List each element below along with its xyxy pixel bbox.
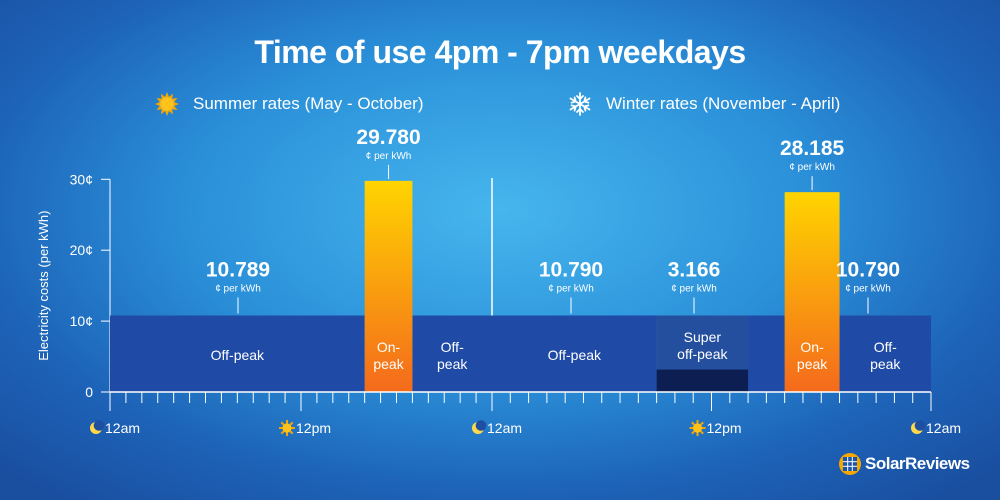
unit-label: ¢ per kWh [366,151,412,162]
onpeak-bar [784,192,840,392]
superoff-label-line2: off-peak [677,346,728,362]
x-tick-label: 12pm [707,420,742,436]
legend-summer-label: Summer rates (May - October) [193,94,424,113]
sun-ray [702,427,706,429]
value-label: 3.166 [668,258,721,281]
unit-label: ¢ per kWh [215,284,261,295]
y-tick-label: 0 [85,384,93,400]
sun-ray [691,430,696,435]
sun-disc [282,423,292,433]
unit-label: ¢ per kWh [671,283,717,294]
sun-icon [155,92,179,116]
sun-ray [280,430,285,435]
moon-shadow [93,420,105,431]
onpeak-label-line2: peak [373,356,404,372]
moon-icon [911,420,926,434]
unit-label: ¢ per kWh [845,283,891,294]
sun-ray [286,420,288,424]
moon-icon [472,420,487,434]
sun-ray [280,421,285,426]
offpeak-label: Off-peak [211,347,265,363]
sun-ray [289,421,294,426]
sun-ray [691,421,696,426]
legend-winter: Winter rates (November - April) [568,92,840,116]
sun-ray [696,420,699,424]
x-tick-label: 12am [105,420,140,436]
sun-ray [279,427,283,429]
offpeak-label-line1: Off- [874,339,897,355]
sun-ray [689,427,693,429]
offpeak-label-line2: peak [437,356,468,372]
offpeak-bar [839,315,931,392]
value-label: 28.185 [780,137,845,160]
offpeak-bar [110,315,365,392]
unit-label: ¢ per kWh [789,162,835,173]
onpeak-bar [364,180,413,392]
y-axis-label: Electricity costs (per kWh) [36,211,51,361]
sun-ray [699,430,704,435]
sun-ray [291,427,295,429]
offpeak-label-line1: Off- [441,339,464,355]
sun-disc [692,423,703,433]
sun-icon [689,420,706,436]
value-label: 10.790 [836,258,900,281]
onpeak-label-line2: peak [797,356,828,372]
value-label: 10.789 [206,259,270,282]
y-tick-label: 10¢ [70,313,93,329]
chart-title: Time of use 4pm - 7pm weekdays [254,34,746,70]
offpeak-label: Off-peak [548,347,602,363]
superoff-label-line1: Super [684,329,722,345]
moon-shadow [475,420,487,431]
onpeak-label-line1: On- [377,339,401,355]
onpeak-label-line1: On- [800,339,824,355]
x-tick-label: 12am [926,420,961,436]
offpeak-label-line2: peak [870,356,901,372]
sun-ray [289,430,294,435]
y-tick-label: 20¢ [70,242,93,258]
offpeak-bar [412,315,492,392]
unit-label: ¢ per kWh [548,283,594,294]
sun-ray [696,432,699,436]
moon-icon [90,420,105,434]
x-tick-label: 12pm [296,420,331,436]
moon-shadow [914,420,926,431]
offpeak-bar [492,315,657,392]
brand-name: SolarReviews [865,454,970,473]
x-tick-label: 12am [487,420,522,436]
y-tick-label: 30¢ [70,171,93,187]
brand-logo: SolarReviews [838,452,970,476]
value-label: 10.790 [539,258,603,281]
legend-summer: Summer rates (May - October) [155,92,424,116]
sun-ray [699,421,704,426]
value-label: 29.780 [356,126,420,149]
snowflake-icon [568,92,592,116]
solar-panel-logo-icon [838,452,862,476]
sun-icon [279,420,295,436]
sun-ray [286,432,288,436]
offpeak-bar [748,315,785,392]
legend-winter-label: Winter rates (November - April) [606,94,841,113]
superoff-bar [656,369,749,392]
